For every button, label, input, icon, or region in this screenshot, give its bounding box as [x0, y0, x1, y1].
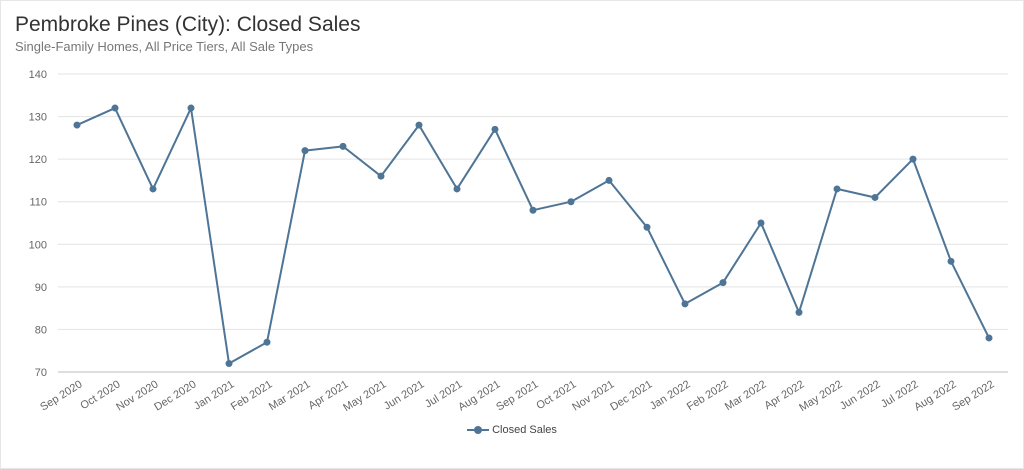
data-point[interactable] — [415, 121, 423, 129]
data-point[interactable] — [187, 104, 195, 112]
x-tick-label: Dec 2021 — [608, 378, 654, 413]
data-point[interactable] — [605, 176, 613, 184]
data-point[interactable] — [73, 121, 81, 129]
y-tick-label: 110 — [29, 197, 47, 209]
x-tick-label: Jun 2021 — [382, 378, 427, 412]
data-point[interactable] — [871, 193, 879, 201]
data-point[interactable] — [833, 185, 841, 193]
data-point[interactable] — [909, 155, 917, 163]
y-tick-label: 70 — [35, 367, 47, 379]
x-tick-label: Feb 2022 — [685, 378, 731, 413]
legend-label: Closed Sales — [492, 424, 557, 436]
x-tick-label: Nov 2020 — [114, 378, 160, 413]
x-tick-label: Sep 2021 — [494, 378, 540, 413]
legend-marker-icon — [467, 425, 490, 435]
x-tick-label: Aug 2022 — [912, 378, 958, 413]
x-tick-label: Jan 2022 — [648, 378, 693, 412]
data-point[interactable] — [985, 334, 993, 342]
x-tick-label: Aug 2021 — [456, 378, 502, 413]
data-point[interactable] — [491, 125, 499, 133]
data-point[interactable] — [529, 206, 537, 214]
chart-title: Pembroke Pines (City): Closed Sales — [15, 13, 361, 36]
x-tick-label: Mar 2022 — [723, 378, 769, 413]
x-tick-label: May 2021 — [341, 378, 388, 414]
series-line — [76, 107, 990, 365]
legend[interactable]: Closed Sales — [0, 424, 1024, 436]
x-tick-label: Nov 2021 — [570, 378, 616, 413]
x-tick-label: Sep 2020 — [38, 378, 84, 413]
series-layer — [73, 104, 993, 367]
data-point[interactable] — [149, 185, 157, 193]
data-point[interactable] — [225, 359, 233, 367]
data-point[interactable] — [339, 142, 347, 150]
data-point[interactable] — [757, 219, 765, 227]
data-point[interactable] — [453, 185, 461, 193]
data-point[interactable] — [567, 198, 575, 206]
x-tick-label: Mar 2021 — [267, 378, 313, 413]
x-tick-label: Sep 2022 — [950, 378, 996, 413]
x-tick-label: Dec 2020 — [152, 378, 198, 413]
x-tick-label: Jun 2022 — [838, 378, 883, 412]
data-point[interactable] — [111, 104, 119, 112]
data-point[interactable] — [301, 147, 309, 155]
y-tick-label: 100 — [29, 239, 47, 251]
y-axis-ticks: 70 80 90 100 110 120 130 140 — [29, 69, 47, 379]
y-tick-label: 130 — [29, 112, 47, 124]
data-point[interactable] — [947, 257, 955, 265]
chart-subtitle: Single-Family Homes, All Price Tiers, Al… — [15, 39, 314, 54]
x-tick-label: Jan 2021 — [192, 378, 237, 412]
grid-lines — [58, 73, 1008, 373]
y-tick-label: 140 — [29, 69, 47, 81]
data-point[interactable] — [681, 300, 689, 308]
data-point[interactable] — [719, 279, 727, 287]
data-point[interactable] — [643, 223, 651, 231]
y-tick-label: 80 — [35, 324, 47, 336]
data-point[interactable] — [795, 308, 803, 316]
data-point[interactable] — [377, 172, 385, 180]
x-tick-label: May 2022 — [797, 378, 844, 414]
data-point[interactable] — [263, 338, 271, 346]
x-tick-label: Feb 2021 — [229, 378, 275, 413]
y-tick-label: 90 — [35, 282, 47, 294]
y-tick-label: 120 — [29, 154, 47, 166]
